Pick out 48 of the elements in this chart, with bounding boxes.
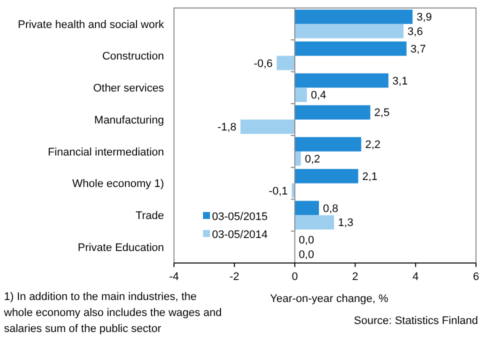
source-note: Source: Statistics Finland [354,315,478,327]
y-tick-label: Construction [102,50,164,63]
x-tick-label: 4 [412,271,419,283]
data-label: 2,5 [374,107,390,120]
bar [294,200,319,216]
bar [240,120,295,134]
data-label: 0,4 [310,90,326,102]
data-label: 3,9 [416,12,432,24]
bar [294,215,334,230]
y-tick-label: Other services [93,82,164,95]
x-tick-label: 2 [352,271,358,283]
data-label: 0,0 [298,249,314,262]
x-axis-title: Year-on-year change, % [270,293,388,305]
bar [294,88,307,102]
bar [276,56,295,70]
bar [294,137,362,152]
data-label: -1,8 [217,122,236,134]
data-label: 3,7 [410,43,426,56]
legend-label: 03-05/2015 [212,210,268,223]
bar [294,73,388,88]
x-tick-label: -4 [169,271,179,283]
x-tick-label: 6 [472,271,480,283]
data-label: 2,1 [362,170,378,183]
data-label: -0,1 [268,185,288,198]
x-tick-label: 0 [292,271,298,283]
text: 1) In addition to the main industries, the whole economy also includes the wages and salaries sum of the public sector [3,291,222,335]
legend-label: 03-05/2014 [212,228,268,241]
bar [294,151,301,166]
y-tick-label: Financial intermediation [48,146,164,158]
data-label: 0,2 [304,153,320,166]
data-label: 2,2 [365,139,381,152]
data-label: 0,0 [298,234,314,247]
x-tick-label: -2 [230,271,240,283]
data-label: 3,1 [392,75,408,88]
y-tick-label: Whole economy 1) [72,178,164,190]
bar [294,24,404,38]
bar [294,41,407,56]
bar [294,168,358,184]
y-tick-label: Trade [136,210,164,222]
data-label: 3,6 [408,26,423,38]
data-label: 0,8 [322,202,338,215]
bar [294,10,413,24]
y-tick-label: Private health and social work [18,18,164,31]
data-label: 1,3 [338,217,354,230]
y-tick-label: Manufacturing [94,114,164,126]
bar [294,105,370,120]
y-tick-label: Private Education [78,242,164,254]
data-label: -0,6 [254,58,273,70]
